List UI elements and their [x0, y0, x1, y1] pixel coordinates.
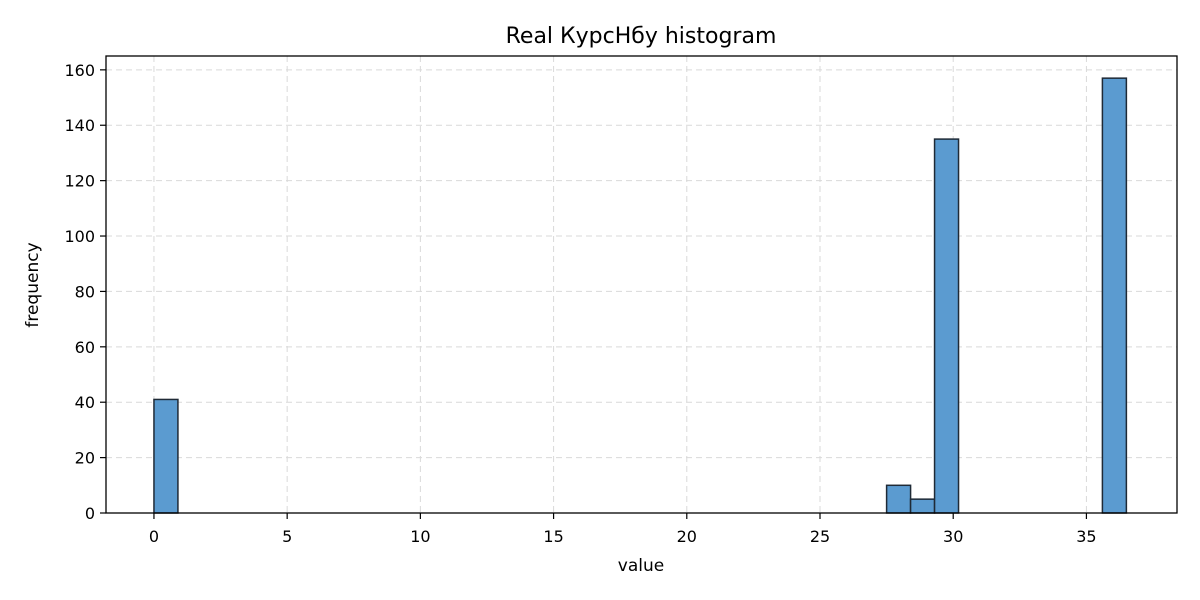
- x-tick-label: 10: [410, 527, 430, 546]
- x-tick-label: 30: [943, 527, 963, 546]
- y-tick-label: 40: [75, 393, 95, 412]
- histogram-bar: [909, 498, 936, 514]
- y-tick-label: 80: [75, 282, 95, 301]
- x-axis-label: value: [618, 556, 664, 576]
- x-tick-label: 5: [282, 527, 292, 546]
- x-tick-label: 35: [1076, 527, 1096, 546]
- y-tick-label: 100: [64, 227, 95, 246]
- y-tick-label: 140: [64, 116, 95, 135]
- x-tick-label: 0: [149, 527, 159, 546]
- x-tick-label: 15: [543, 527, 563, 546]
- y-axis-ticks: 0 20 40 60 80 100 120 140 160: [64, 61, 106, 523]
- plot-frame: [105, 55, 1178, 514]
- y-tick-label: 120: [64, 172, 95, 191]
- y-tick-label: 0: [85, 504, 95, 523]
- histogram-bar: [1101, 77, 1128, 514]
- histogram-bar: [933, 138, 960, 514]
- y-axis-label: frequency: [23, 242, 43, 327]
- grid-lines: [106, 56, 1177, 514]
- x-tick-label: 25: [810, 527, 830, 546]
- chart-title: Real КурсНбу histogram: [506, 24, 777, 49]
- y-tick-label: 60: [75, 338, 95, 357]
- x-tick-label: 20: [677, 527, 697, 546]
- histogram-bar: [885, 484, 912, 514]
- y-tick-label: 20: [75, 449, 95, 468]
- histogram-bar: [153, 398, 179, 514]
- bars: [153, 77, 1128, 514]
- y-tick-label: 160: [64, 61, 95, 80]
- x-axis-ticks: 0 5 10 15 20 25 30 35: [149, 513, 1097, 546]
